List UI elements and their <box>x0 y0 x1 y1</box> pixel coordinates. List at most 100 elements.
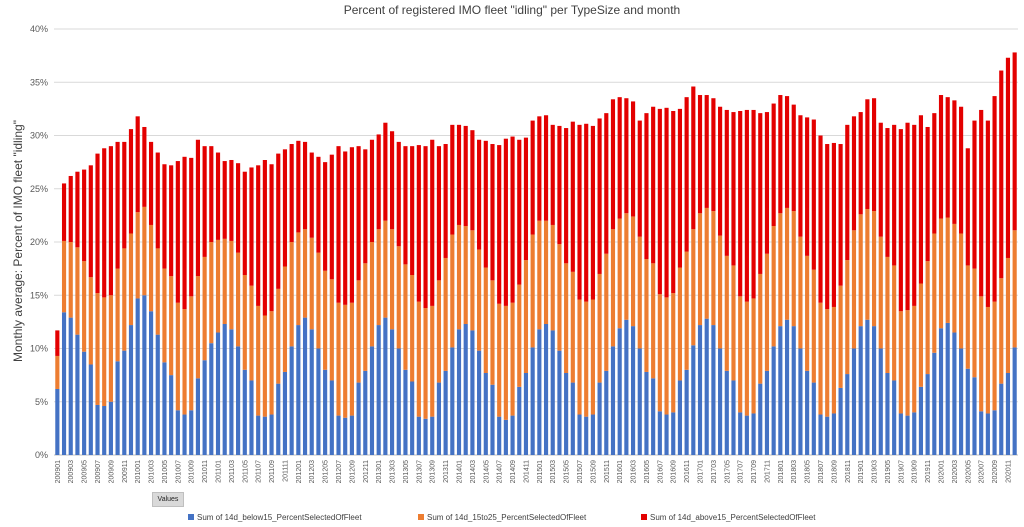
bar-segment-series2 <box>195 276 201 379</box>
bar-segment-series3 <box>108 146 113 296</box>
bar-segment-series1 <box>189 410 194 455</box>
bar-segment-series2 <box>570 271 575 383</box>
bar-segment-series3 <box>55 330 60 356</box>
bar-segment-series1 <box>403 369 408 455</box>
bar-segment-series1 <box>637 348 642 455</box>
bar-segment-series3 <box>256 165 261 306</box>
bar-segment-series2 <box>691 229 696 346</box>
bar-segment-series2 <box>851 230 857 349</box>
bar-segment-series1 <box>142 295 147 455</box>
bar-segment-series3 <box>644 113 649 260</box>
y-axis-label: Monthly average: Percent of IMO fleet "i… <box>11 120 25 362</box>
bar-segment-series1 <box>617 328 622 455</box>
bar-segment-series1 <box>711 325 716 455</box>
bar-segment-series2 <box>102 297 107 407</box>
x-tick-label: 201611 <box>684 460 691 483</box>
bar-segment-series2 <box>952 223 957 333</box>
bar-segment-series3 <box>630 101 636 217</box>
bar-segment-series3 <box>497 145 502 304</box>
bar-segment-series1 <box>215 332 221 455</box>
bar-segment-series3 <box>878 122 883 237</box>
bar-segment-series2 <box>711 211 716 326</box>
bar-segment-series1 <box>704 318 709 455</box>
bar-segment-series2 <box>657 294 662 412</box>
legend-swatch <box>418 514 424 520</box>
bar-segment-series3 <box>892 124 897 266</box>
bar-segment-series1 <box>959 348 964 455</box>
bar-segment-series1 <box>764 370 770 456</box>
bar-segment-series2 <box>811 269 816 383</box>
bar-segment-series1 <box>851 348 857 455</box>
bar-segment-series2 <box>871 211 877 327</box>
bar-segment-series1 <box>584 416 589 455</box>
bar-segment-series2 <box>724 255 729 371</box>
bar-segment-series2 <box>510 302 515 416</box>
bar-segment-series3 <box>758 113 763 274</box>
bar-segment-series3 <box>865 99 870 209</box>
bar-segment-series2 <box>577 299 582 415</box>
bar-segment-series1 <box>510 415 515 456</box>
bar-segment-series2 <box>182 309 187 415</box>
bar-segment-series3 <box>68 175 73 242</box>
bar-segment-series2 <box>456 224 462 330</box>
bar-segment-series2 <box>784 207 790 320</box>
bar-segment-series1 <box>858 326 863 455</box>
bar-segment-series2 <box>778 213 783 327</box>
bar-segment-series2 <box>236 252 241 347</box>
bar-segment-series3 <box>155 152 160 249</box>
x-tick-label: 201603 <box>631 460 638 483</box>
bar-segment-series3 <box>925 126 930 262</box>
bar-segment-series2 <box>363 263 368 371</box>
bar-segment-series3 <box>490 144 495 281</box>
y-tick-label: 35% <box>30 77 48 87</box>
bar-segment-series1 <box>898 413 903 455</box>
bar-segment-series3 <box>1005 57 1011 258</box>
bar-segment-series1 <box>329 380 334 455</box>
x-tick-label: 200903 <box>68 460 75 483</box>
bar-segment-series3 <box>945 97 950 218</box>
bar-segment-series3 <box>82 169 87 262</box>
bar-segment-series1 <box>450 347 455 455</box>
bar-segment-series3 <box>952 100 957 224</box>
bar-segment-series3 <box>999 70 1004 279</box>
bar-segment-series2 <box>209 242 214 344</box>
bar-segment-series2 <box>68 242 73 318</box>
bar-segment-series3 <box>510 136 515 303</box>
bar-segment-series3 <box>276 153 281 289</box>
bar-segment-series2 <box>403 264 408 370</box>
values-field-button[interactable]: Values <box>152 492 184 507</box>
bar-segment-series1 <box>236 346 241 455</box>
bar-segment-series1 <box>577 414 582 455</box>
x-tick-label: 201403 <box>470 460 477 483</box>
bar-segment-series1 <box>1012 347 1017 455</box>
bar-segment-series2 <box>222 238 227 324</box>
bar-segment-series1 <box>229 329 234 455</box>
bar-segment-series2 <box>349 302 354 416</box>
bar-segment-series2 <box>55 355 60 389</box>
bar-segment-series2 <box>242 275 247 370</box>
legend-label: Sum of 14d_below15_PercentSelectedOfFlee… <box>197 513 362 522</box>
x-tick-label: 202003 <box>952 460 959 483</box>
bar-segment-series3 <box>61 183 67 241</box>
bar-segment-series3 <box>336 146 341 303</box>
bar-segment-series2 <box>938 218 944 329</box>
bar-segment-series2 <box>644 259 649 372</box>
bar-segment-series1 <box>490 384 495 455</box>
x-tick-label: 200909 <box>108 460 115 483</box>
x-tick-label: 201601 <box>617 460 624 483</box>
bar-segment-series3 <box>885 128 890 257</box>
bar-segment-series1 <box>88 364 93 456</box>
bar-segment-series1 <box>410 381 415 455</box>
bar-segment-series1 <box>537 329 542 455</box>
bar-segment-series2 <box>323 270 328 370</box>
bar-segment-series3 <box>871 98 877 212</box>
bar-segment-series1 <box>564 373 569 456</box>
bar-segment-series1 <box>972 377 977 455</box>
bar-segment-series3 <box>396 141 401 247</box>
bar-segment-series2 <box>999 278 1004 384</box>
bar-segment-series3 <box>845 124 850 261</box>
bar-segment-series2 <box>249 285 254 381</box>
bar-segment-series1 <box>396 348 401 455</box>
bar-segment-series3 <box>389 131 395 230</box>
x-tick-label: 201605 <box>644 460 651 483</box>
